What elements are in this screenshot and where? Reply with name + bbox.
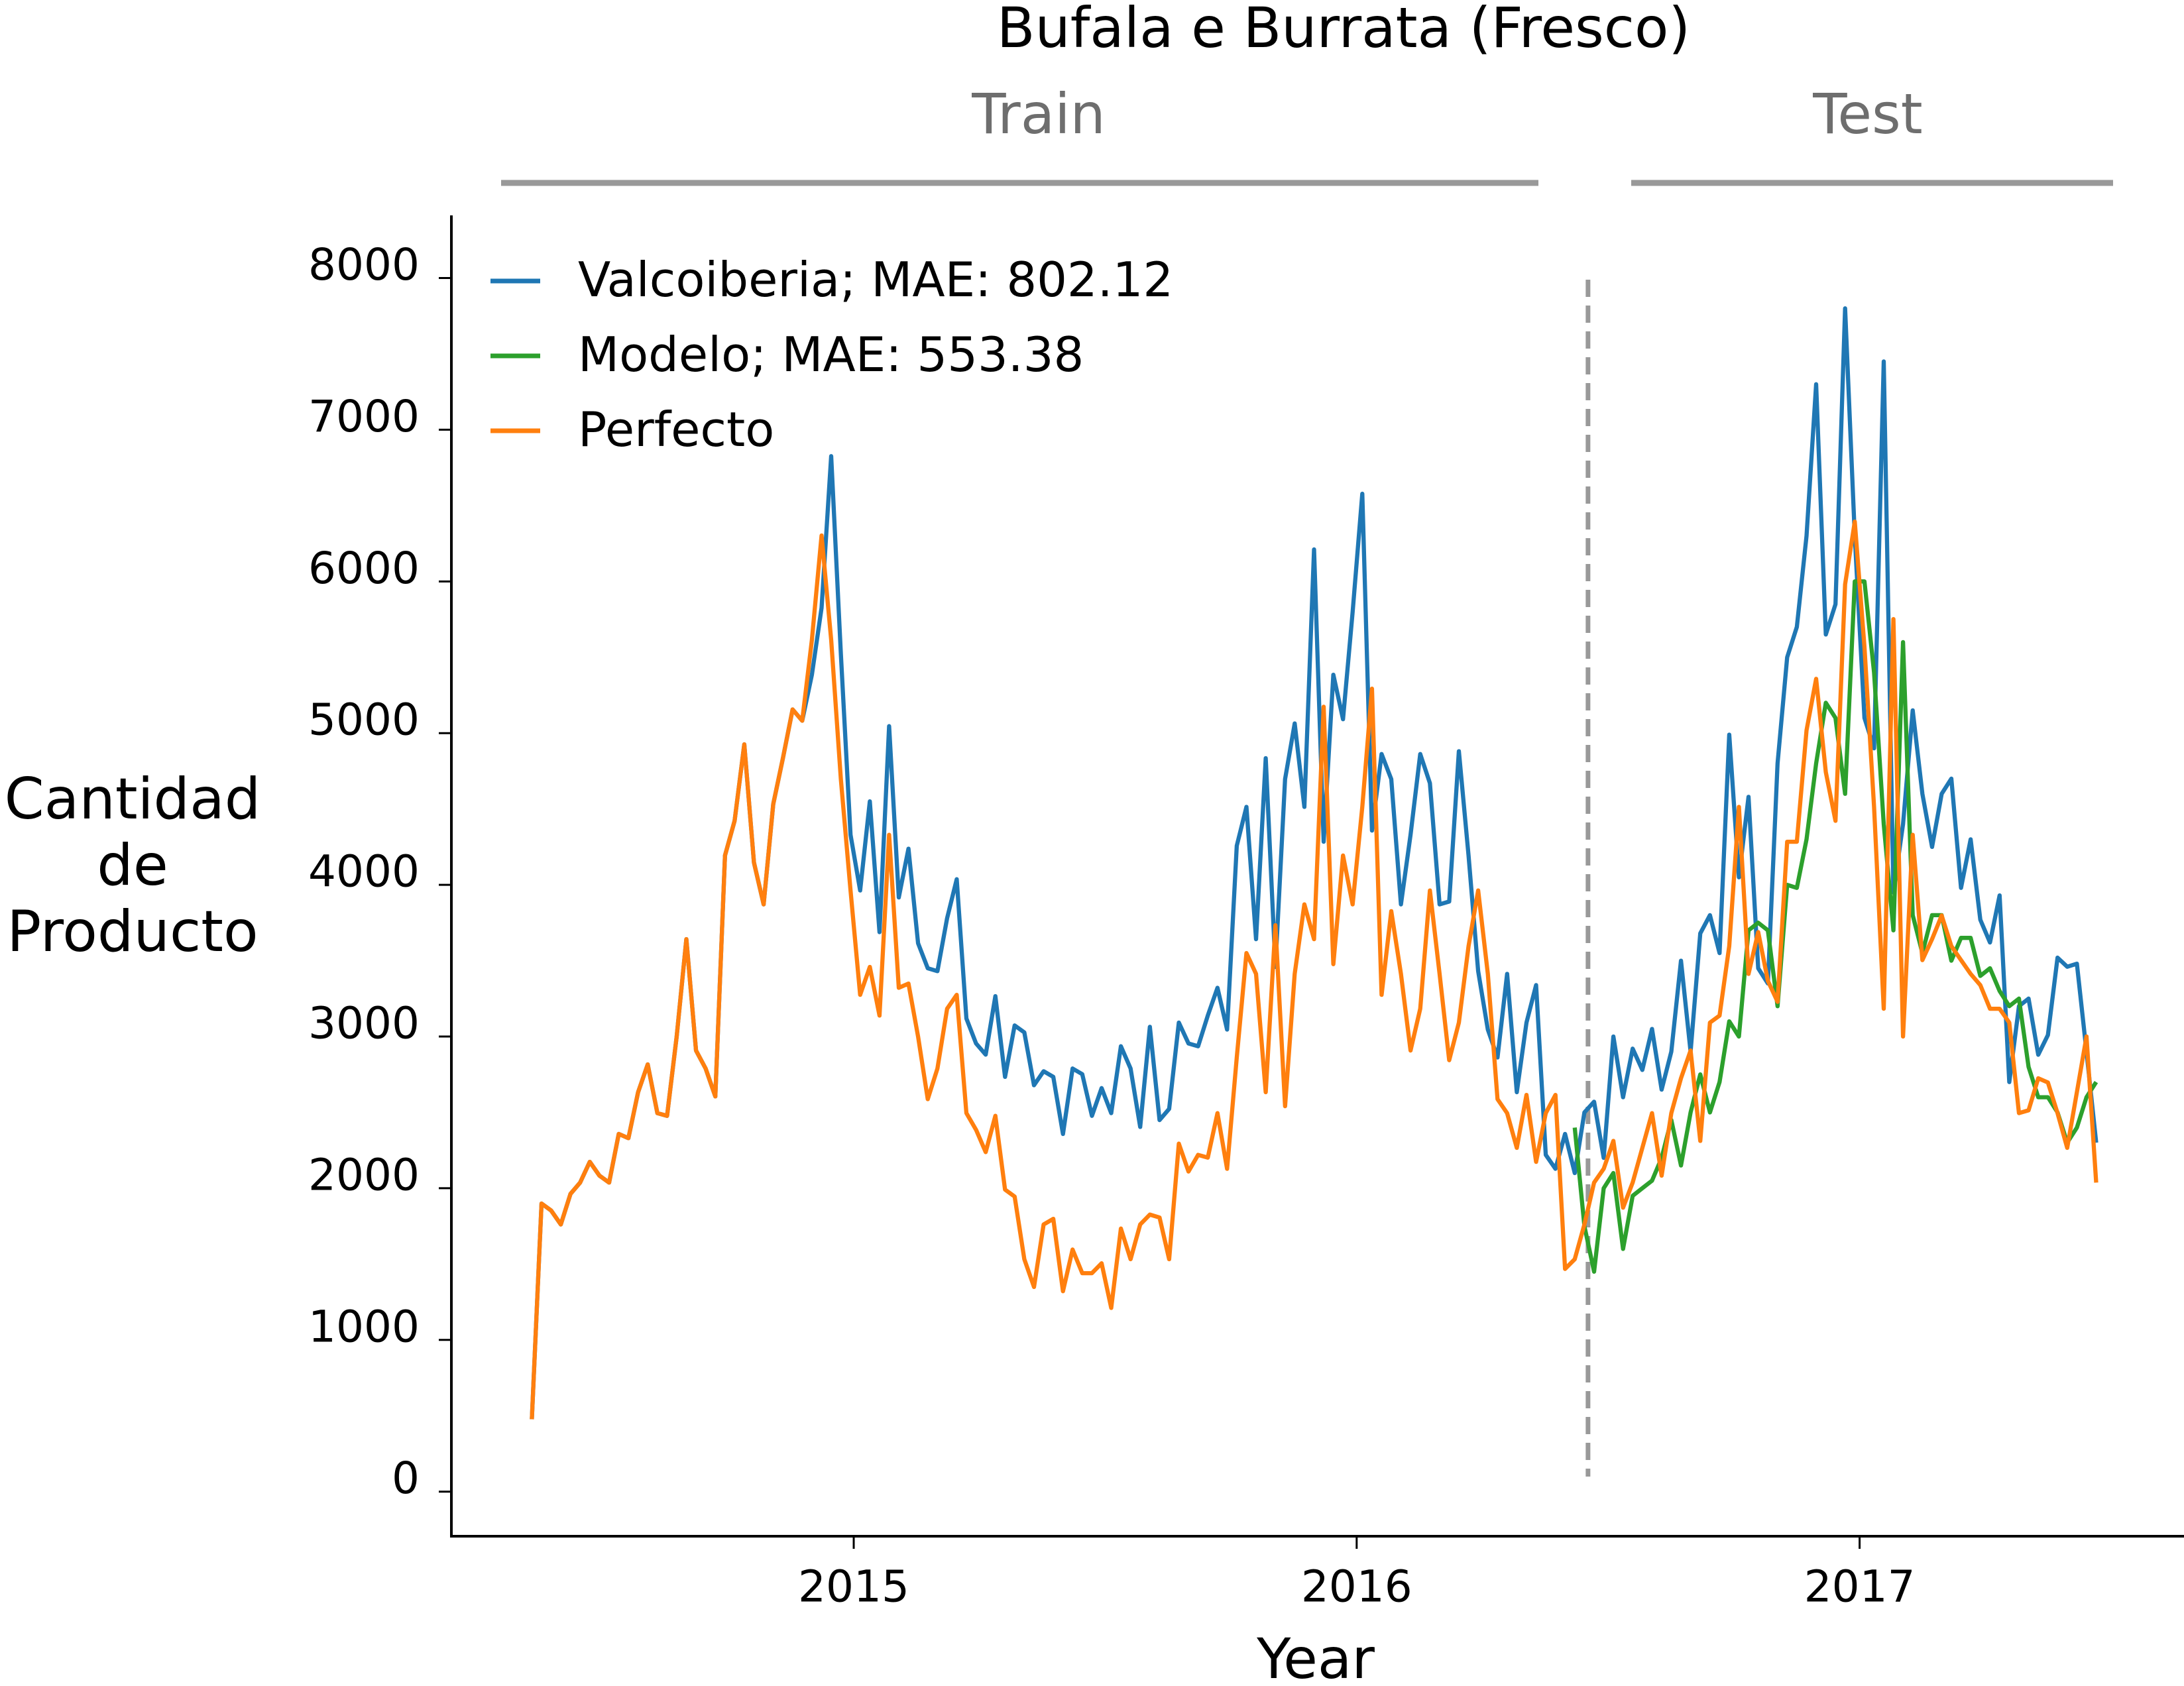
x-tick-label: 2015: [798, 1561, 909, 1612]
y-tick-label: 7000: [308, 391, 420, 442]
legend-label: Modelo; MAE: 553.38: [578, 327, 1084, 382]
y-tick-label: 6000: [308, 543, 420, 594]
x-tick-label: 2017: [1804, 1561, 1916, 1612]
y-tick-label: 3000: [308, 998, 420, 1049]
test-label: Test: [1812, 82, 1922, 146]
legend-label: Valcoiberia; MAE: 802.12: [578, 252, 1173, 308]
y-tick-label: 1000: [308, 1301, 420, 1352]
series-line: [530, 519, 2098, 1420]
y-tick-label: 0: [392, 1453, 420, 1504]
y-tick-label: 4000: [308, 846, 420, 897]
y-tick-label: 8000: [308, 239, 420, 290]
x-axis-label: Year: [1256, 1626, 1375, 1683]
legend-label: Perfecto: [578, 402, 774, 457]
y-axis-label: Cantidad de Producto: [5, 766, 261, 965]
y-tick-label: 5000: [308, 695, 420, 746]
chart-title: Bufala e Burrata (Fresco): [997, 0, 1690, 60]
y-tick-label: 2000: [308, 1149, 420, 1200]
series-line: [1572, 579, 2098, 1274]
x-tick-label: 2016: [1301, 1561, 1412, 1612]
train-label: Train: [971, 82, 1106, 146]
